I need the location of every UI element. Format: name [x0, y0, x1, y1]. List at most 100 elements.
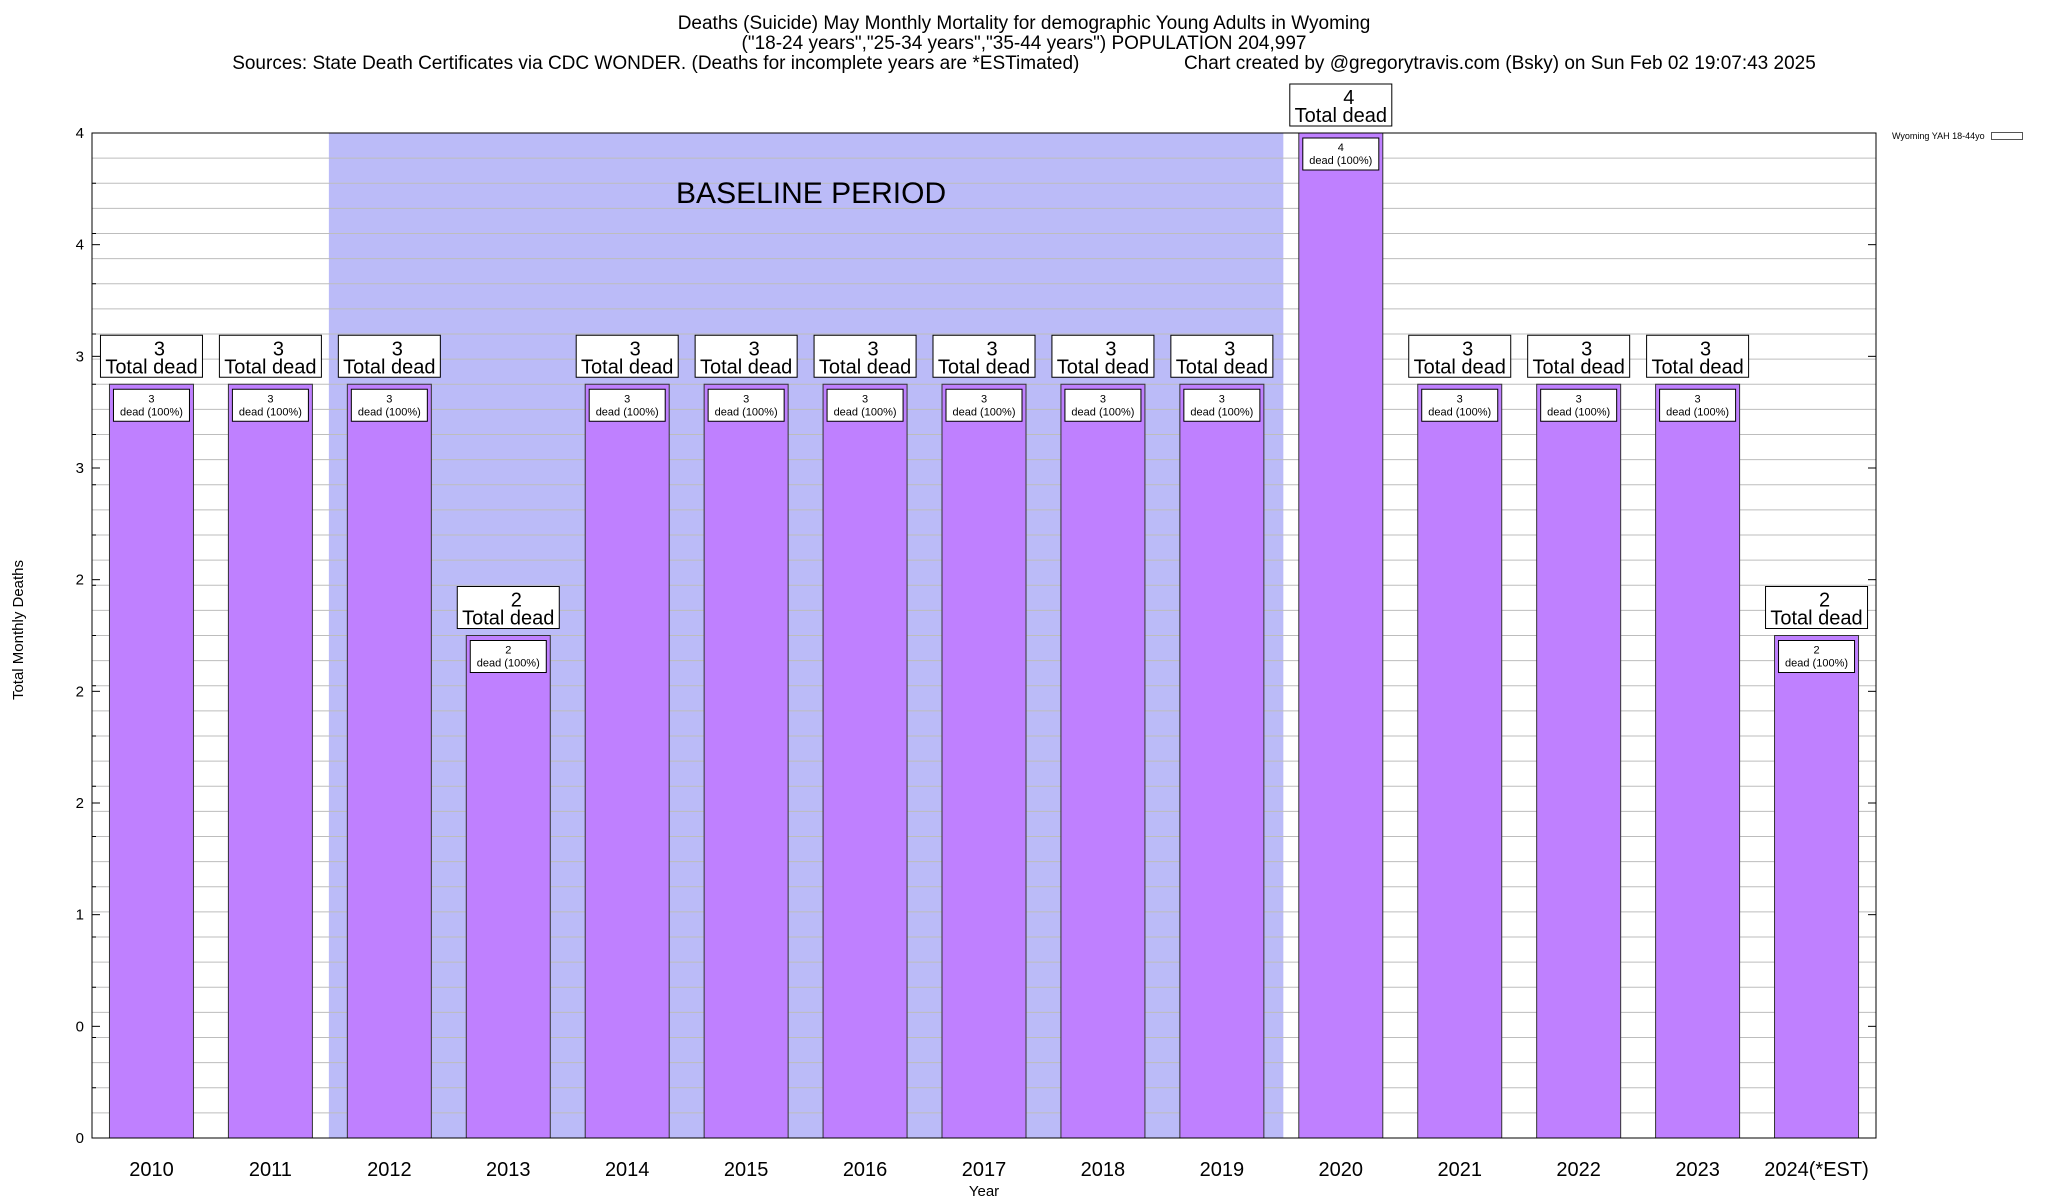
- bar-inner-value: 3: [267, 393, 273, 405]
- bar: [1774, 635, 1860, 1139]
- bar-total-label: Total dead: [462, 608, 554, 630]
- bar-total-label-box: [456, 586, 560, 629]
- bar-inner-value: 3: [1100, 393, 1106, 405]
- bar-inner-label: dead (100%): [358, 406, 421, 418]
- legend-label: Wyoming YAH 18-44yo: [1892, 131, 1985, 141]
- bar-inner-value: 3: [624, 393, 630, 405]
- bar-total-label: Total dead: [819, 356, 911, 378]
- y-tick-label: 2: [76, 683, 84, 700]
- bar-total-label-box: [575, 334, 679, 378]
- bar-inner-value: 3: [981, 393, 987, 405]
- y-tick-label: 0: [76, 1130, 84, 1147]
- x-tick-label: 2010: [129, 1159, 174, 1181]
- baseline-period-label: BASELINE PERIOD: [676, 177, 946, 210]
- bar-inner-label: dead (100%): [1547, 406, 1610, 418]
- y-tick-label: 2: [76, 795, 84, 812]
- bar: [227, 383, 313, 1139]
- bar-inner-label-box: [112, 388, 190, 422]
- bar-inner-value: 2: [505, 645, 511, 657]
- x-tick-label: 2015: [724, 1159, 769, 1181]
- bar: [703, 383, 789, 1139]
- x-tick-label: 2014: [605, 1159, 650, 1181]
- bar-inner-value: 3: [743, 393, 749, 405]
- bar: [822, 383, 908, 1139]
- bar-inner-value: 3: [1457, 393, 1463, 405]
- chart-sources-line: Sources: State Death Certificates via CD…: [0, 54, 2048, 74]
- x-axis-label: Year: [968, 1183, 1000, 1200]
- bar-total-label-box: [1765, 586, 1869, 629]
- bar: [1536, 383, 1622, 1139]
- bar: [1179, 383, 1265, 1139]
- y-tick-label: 3: [76, 348, 84, 365]
- x-tick-label: 2016: [843, 1159, 888, 1181]
- bar-total-value: 2: [1819, 590, 1830, 612]
- bar-total-value: 4: [1343, 87, 1354, 109]
- bar-inner-label-box: [588, 388, 666, 422]
- bar-inner-label-box: [1659, 388, 1737, 422]
- bar-inner-value: 4: [1338, 142, 1344, 154]
- bar-inner-value: 3: [148, 393, 154, 405]
- x-tick-label: 2022: [1556, 1159, 1601, 1181]
- bar-total-label-box: [694, 334, 798, 378]
- bar-total-value: 3: [986, 338, 997, 360]
- bar: [1060, 383, 1146, 1139]
- legend-swatch: [1990, 132, 2023, 140]
- bar: [465, 635, 551, 1139]
- plot-frame: [91, 132, 1877, 1139]
- bar-inner-value: 2: [1813, 645, 1819, 657]
- bar-total-label-box: [337, 334, 441, 378]
- bar-inner-label: dead (100%): [596, 406, 659, 418]
- bar-inner-label: dead (100%): [120, 406, 183, 418]
- bar-inner-label: dead (100%): [834, 406, 897, 418]
- bar-total-value: 3: [630, 338, 641, 360]
- bar-total-label: Total dead: [1176, 356, 1268, 378]
- bar-inner-value: 3: [386, 393, 392, 405]
- bar: [346, 383, 432, 1139]
- bar-total-value: 2: [511, 590, 522, 612]
- bar-inner-label-box: [707, 388, 785, 422]
- x-tick-label: 2017: [962, 1159, 1007, 1181]
- bar-total-label: Total dead: [1295, 105, 1387, 127]
- bar-total-label-box: [932, 334, 1036, 378]
- y-tick-label: 0: [76, 1018, 84, 1035]
- bar: [1417, 383, 1503, 1139]
- x-tick-label: 2011: [249, 1159, 292, 1181]
- chart-title: Deaths (Suicide) May Monthly Mortality f…: [677, 13, 1371, 34]
- bar-total-label-box: [1289, 83, 1393, 127]
- bar-inner-label-box: [945, 388, 1023, 422]
- bar-total-label: Total dead: [700, 356, 792, 378]
- bar-inner-label-box: [350, 388, 428, 422]
- bar-inner-label-box: [469, 640, 547, 673]
- bar-total-label: Total dead: [224, 356, 316, 378]
- bar-inner-label: dead (100%): [1785, 658, 1848, 670]
- chart-credit: Chart created by @gregorytravis.com (Bsk…: [1183, 53, 1816, 74]
- y-axis-label: Total Monthly Deaths: [10, 559, 27, 701]
- bar-total-label: Total dead: [1651, 356, 1743, 378]
- bar-total-label-box: [1170, 334, 1274, 378]
- bar-total-label-box: [99, 334, 203, 378]
- bar-inner-label: dead (100%): [239, 406, 302, 418]
- bar-inner-value: 3: [862, 393, 868, 405]
- x-tick-label: 2013: [486, 1159, 531, 1181]
- x-tick-label: 2018: [1081, 1159, 1126, 1181]
- x-tick-label: 2024(*EST): [1764, 1159, 1869, 1181]
- y-tick-label: 4: [76, 125, 84, 142]
- bar: [1655, 383, 1741, 1139]
- x-tick-label: 2023: [1675, 1159, 1720, 1181]
- y-tick-label: 1: [76, 907, 84, 924]
- bar-inner-label: dead (100%): [1428, 406, 1491, 418]
- bar-total-label: Total dead: [1533, 356, 1625, 378]
- bar-inner-value: 3: [1576, 393, 1582, 405]
- bar-total-label: Total dead: [343, 356, 435, 378]
- bar-total-label: Total dead: [1770, 608, 1862, 630]
- chart-sources: Sources: State Death Certificates via CD…: [232, 53, 1080, 74]
- bar-inner-label: dead (100%): [953, 406, 1016, 418]
- bar-inner-label-box: [231, 388, 309, 422]
- chart-header: Deaths (Suicide) May Monthly Mortality f…: [0, 14, 2048, 74]
- bar-total-label-box: [1646, 334, 1750, 378]
- bar-inner-label-box: [826, 388, 904, 422]
- chart-subtitle: ("18-24 years","25-34 years","35-44 year…: [741, 33, 1307, 54]
- bar-total-label-box: [1527, 334, 1631, 378]
- bar: [1298, 132, 1384, 1139]
